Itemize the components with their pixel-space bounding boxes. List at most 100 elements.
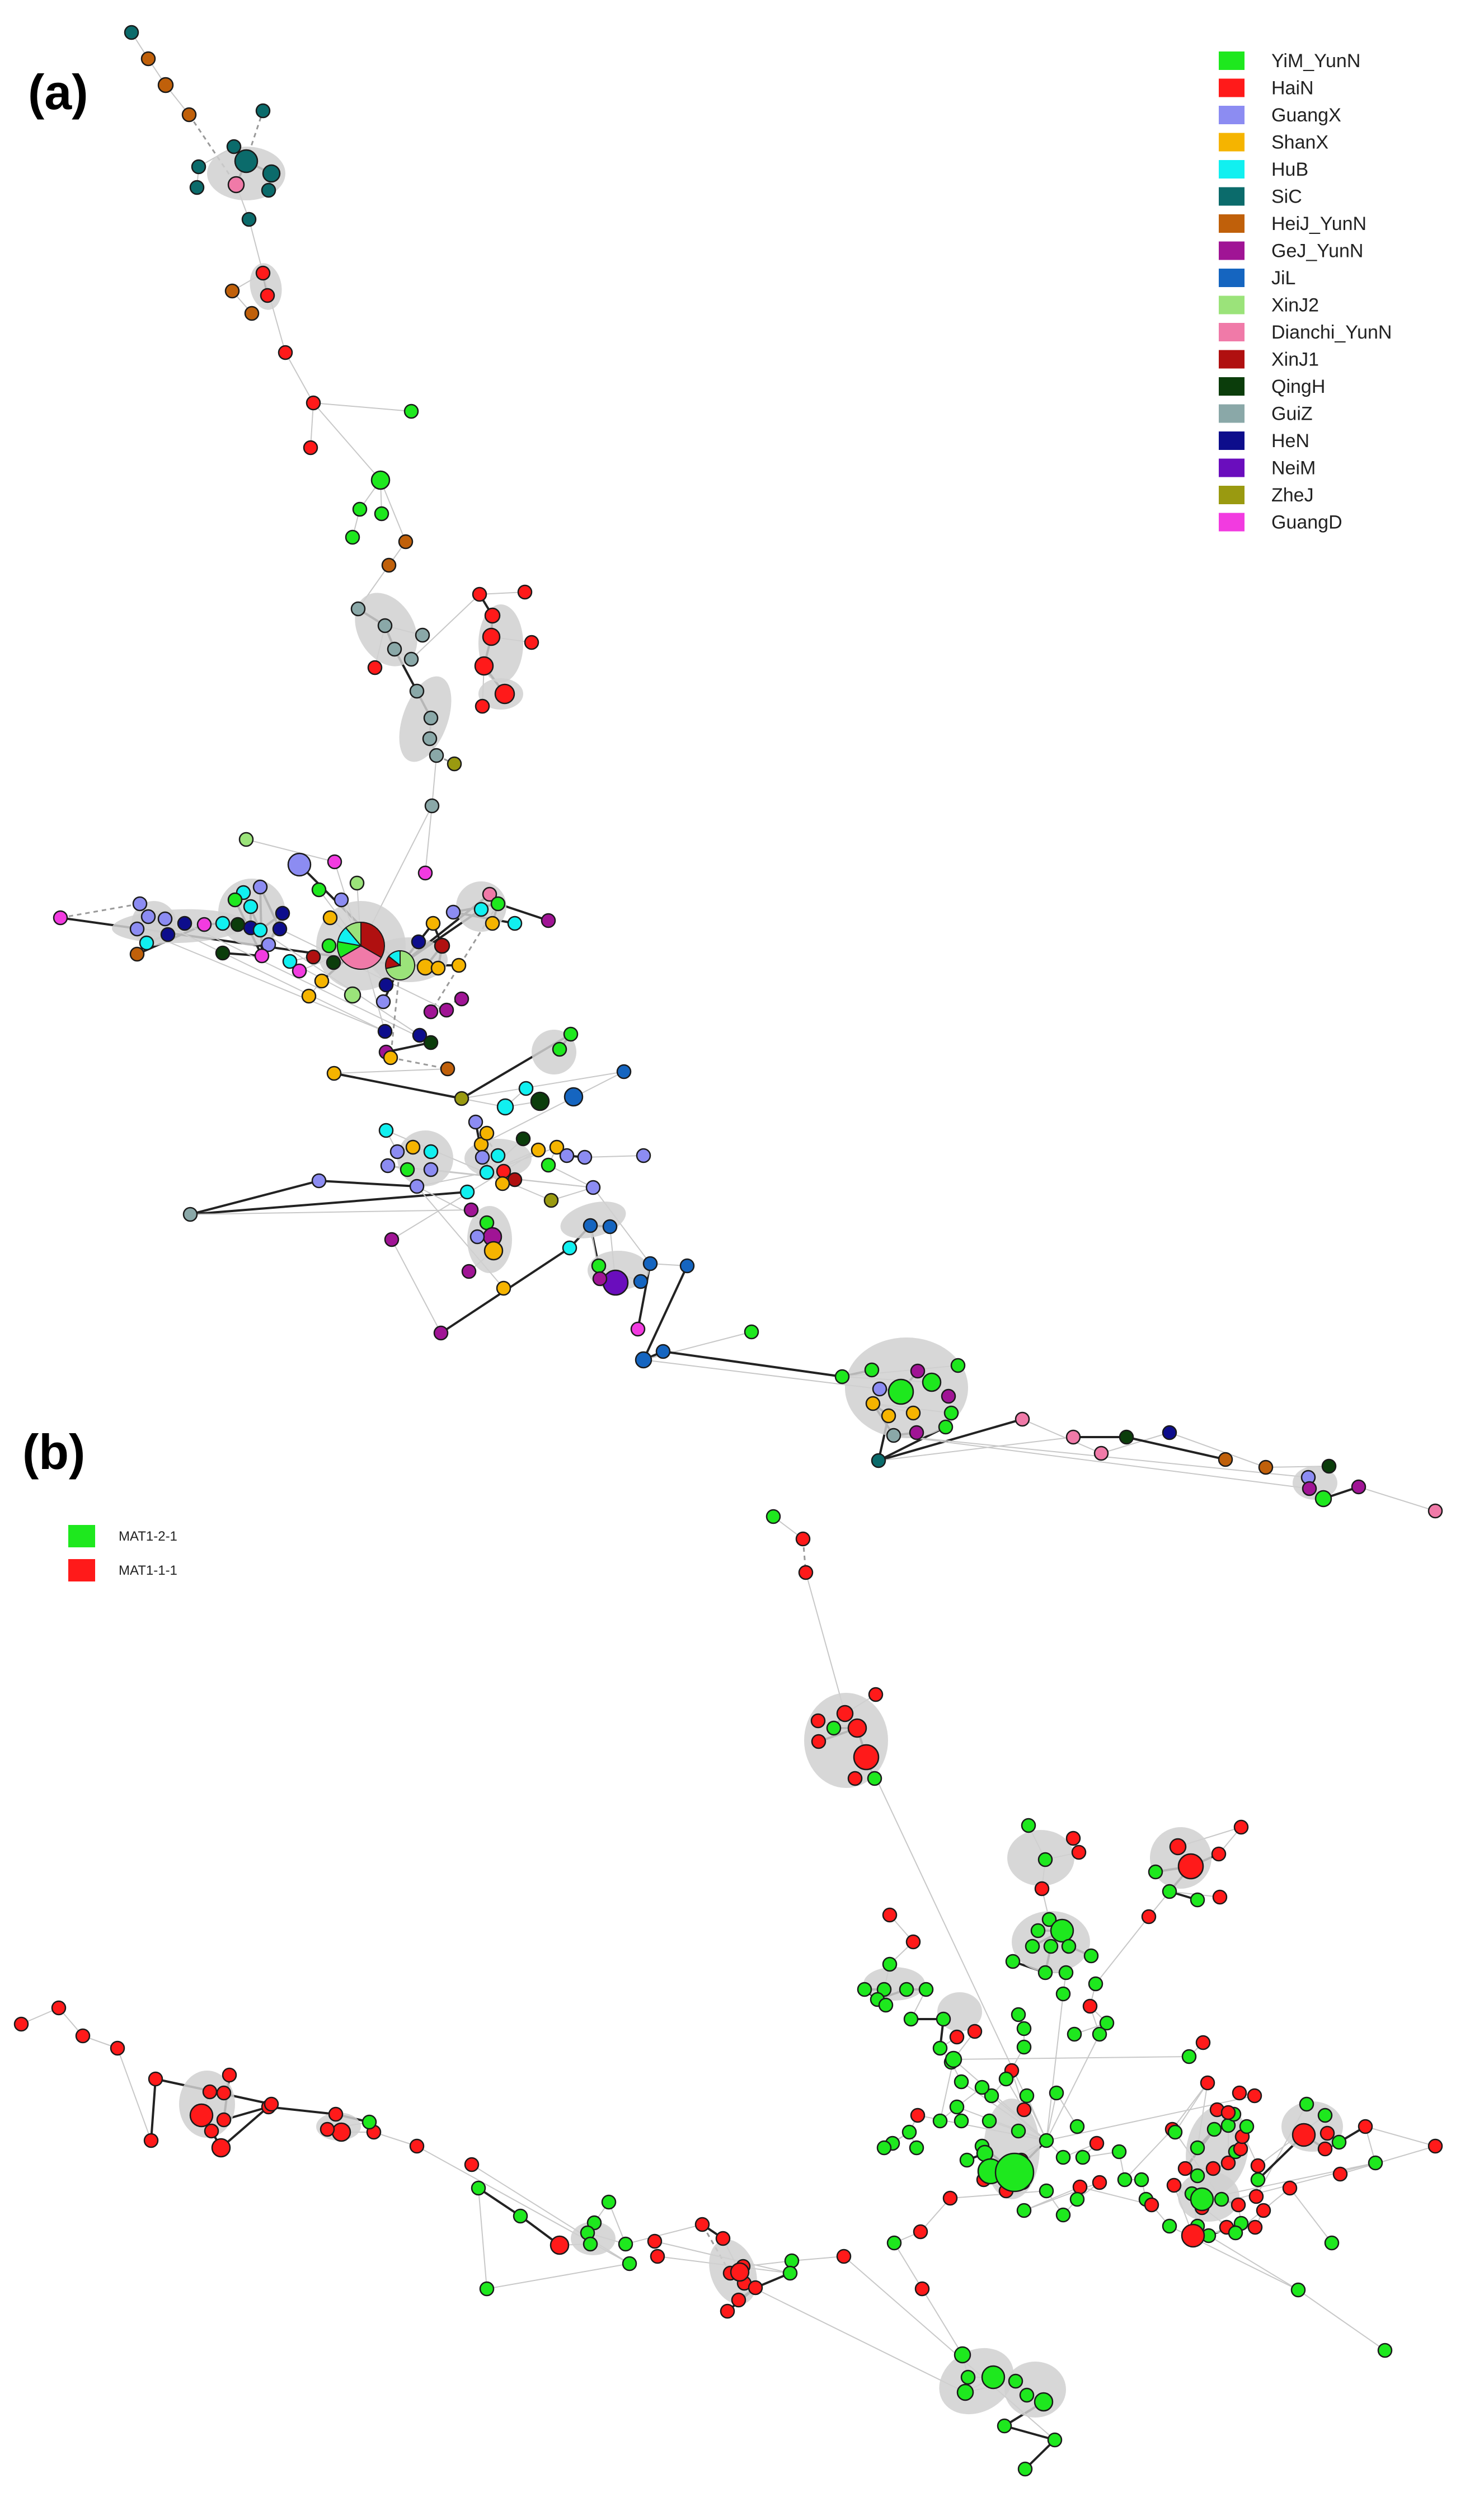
panel-b-node bbox=[479, 2281, 495, 2297]
panel-a-pie-slice bbox=[340, 945, 382, 970]
legend-swatch-hub bbox=[1219, 160, 1245, 179]
panel-b-node bbox=[148, 2071, 163, 2087]
panel-b-node bbox=[1248, 2189, 1264, 2204]
panel-b-node bbox=[876, 1982, 892, 1997]
panel-a-edge bbox=[190, 1180, 320, 1215]
panel-b-node bbox=[1117, 2172, 1133, 2188]
panel-a-node bbox=[252, 879, 268, 895]
panel-a-node bbox=[411, 934, 426, 950]
panel-b-node bbox=[1181, 2049, 1197, 2064]
panel-a-node bbox=[559, 1148, 575, 1163]
panel-b-node bbox=[1071, 1844, 1087, 1860]
panel-a-edge bbox=[548, 1165, 594, 1188]
legend-label-xinj2: XinJ2 bbox=[1271, 295, 1319, 316]
panel-b-edge bbox=[1289, 2188, 1332, 2243]
panel-b-node bbox=[328, 2106, 344, 2122]
panel-b-node bbox=[1177, 2161, 1193, 2176]
panel-b-node bbox=[1177, 1853, 1204, 1880]
panel-a-node bbox=[409, 683, 425, 699]
panel-a-edge bbox=[1101, 1432, 1170, 1454]
panel-b-node bbox=[956, 2383, 974, 2401]
panel-b-node bbox=[1206, 2121, 1222, 2137]
panel-b-node bbox=[694, 2217, 710, 2232]
panel-b-node bbox=[51, 2000, 67, 2016]
panel-a-node bbox=[255, 103, 271, 119]
panel-a-node bbox=[475, 698, 490, 714]
panel-b-node bbox=[811, 1734, 826, 1749]
panel-b-edge bbox=[922, 2288, 963, 2355]
panel-b-node bbox=[1299, 2096, 1314, 2112]
panel-a-node bbox=[1065, 1429, 1081, 1445]
legend-swatch-heij_yunn bbox=[1219, 214, 1245, 233]
panel-a-node bbox=[124, 25, 139, 40]
panel-a-node bbox=[562, 1240, 577, 1256]
panel-b-node bbox=[1200, 2075, 1215, 2091]
panel-b-node bbox=[1011, 2007, 1026, 2022]
panel-a-node bbox=[563, 1026, 579, 1042]
panel-a-node bbox=[642, 1256, 658, 1271]
panel-b-node bbox=[1190, 2187, 1214, 2212]
panel-a-edge bbox=[380, 480, 406, 542]
panel-b-node bbox=[1055, 2149, 1071, 2165]
panel-b-node bbox=[994, 2152, 1035, 2193]
panel-b-node bbox=[836, 2249, 852, 2264]
panel-a-node bbox=[378, 977, 394, 993]
panel-b-node bbox=[1049, 2085, 1064, 2101]
panel-a-node bbox=[530, 1142, 546, 1158]
panel-b-node bbox=[981, 2113, 997, 2129]
panel-b-node bbox=[1055, 1986, 1071, 2002]
panel-b-network: (b) MAT1-2-1 MAT1-1-1 bbox=[13, 1424, 1443, 2477]
panel-a-node bbox=[344, 986, 361, 1004]
panel-b-node bbox=[1256, 2203, 1271, 2218]
panel-b-node bbox=[949, 2029, 965, 2045]
panel-b-node bbox=[513, 2208, 528, 2224]
panel-b-node bbox=[622, 2256, 637, 2271]
panel-b-node bbox=[878, 1997, 894, 2013]
panel-b-node bbox=[782, 2265, 798, 2281]
panel-a-node bbox=[334, 892, 349, 908]
panel-a-node bbox=[887, 1378, 914, 1405]
panel-b-node bbox=[1368, 2155, 1383, 2171]
panel-b-node bbox=[1088, 1976, 1103, 1992]
panel-a-node bbox=[370, 470, 391, 490]
panel-a-node bbox=[905, 1405, 921, 1421]
panel-b-node bbox=[1332, 2166, 1348, 2182]
panel-b-node bbox=[967, 2024, 983, 2039]
panel-a-node bbox=[636, 1148, 651, 1163]
legend-swatch-hen bbox=[1219, 431, 1245, 450]
panel-a-node bbox=[943, 1405, 959, 1421]
legend-label-jil: JiL bbox=[1271, 267, 1295, 289]
panel-a-node bbox=[261, 937, 276, 952]
panel-b-node bbox=[909, 2140, 924, 2156]
panel-a-node bbox=[616, 1064, 632, 1079]
panel-a-node bbox=[215, 916, 231, 931]
panel-a-edge bbox=[878, 1437, 1074, 1461]
panel-b-node bbox=[1069, 2119, 1085, 2134]
panel-a-edge bbox=[1022, 1419, 1102, 1454]
panel-a-node bbox=[423, 710, 439, 726]
panel-a-node bbox=[181, 107, 197, 123]
panel-b-edge bbox=[1365, 2126, 1436, 2147]
panel-a-node bbox=[374, 506, 389, 522]
panel-a-node bbox=[189, 180, 205, 195]
panel-a-node bbox=[1427, 1503, 1443, 1519]
panel-a-edge bbox=[643, 1359, 880, 1390]
panel-b-node bbox=[1034, 1881, 1050, 1897]
panel-a-edge bbox=[334, 1068, 448, 1074]
panel-a-node bbox=[389, 1144, 405, 1160]
panel-a-node bbox=[262, 164, 281, 183]
panel-a-node bbox=[490, 896, 506, 912]
panel-a-node bbox=[635, 1351, 652, 1369]
panel-b-node bbox=[1030, 1923, 1046, 1939]
panel-a-network: (a) YiM_YunN HaiN GuangX ShanX HuB SiC HeiJ_Yu… bbox=[28, 25, 1443, 1519]
panel-b-edge bbox=[1023, 2182, 1100, 2211]
panel-a-node bbox=[423, 1004, 439, 1020]
panel-b-node bbox=[876, 2140, 892, 2156]
panel-a-edge bbox=[663, 1350, 843, 1378]
panel-a-edge bbox=[386, 1041, 431, 1053]
panel-a-node bbox=[157, 911, 173, 927]
panel-b-node bbox=[936, 2011, 951, 2027]
panel-b-node bbox=[1317, 2141, 1333, 2157]
legend-label-gej_yunn: GeJ_YunN bbox=[1271, 241, 1363, 262]
panel-a-node bbox=[140, 51, 156, 67]
